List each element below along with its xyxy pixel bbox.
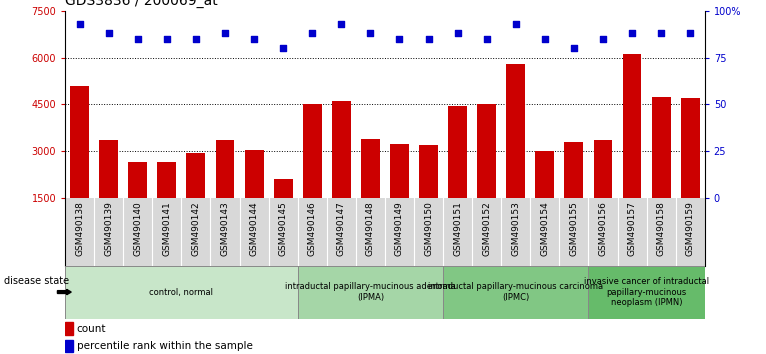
Point: [336, 21, 348, 27]
Bar: [332, 101, 351, 245]
Bar: [443, 266, 588, 319]
Text: GSM490147: GSM490147: [337, 202, 345, 256]
Text: GSM490151: GSM490151: [453, 202, 462, 257]
Point: [74, 21, 86, 27]
Text: GSM490146: GSM490146: [308, 202, 316, 256]
Bar: [158, 162, 176, 245]
Bar: [186, 153, 205, 245]
Point: [393, 36, 405, 42]
Text: GSM490158: GSM490158: [656, 202, 666, 257]
Text: GSM490156: GSM490156: [598, 202, 607, 257]
Point: [422, 36, 434, 42]
Bar: [506, 64, 525, 245]
Point: [568, 45, 580, 51]
Point: [103, 30, 115, 36]
Point: [277, 45, 290, 51]
Text: GSM490139: GSM490139: [104, 202, 113, 257]
Text: control, normal: control, normal: [149, 287, 214, 297]
Bar: [65, 340, 73, 352]
Text: GSM490149: GSM490149: [395, 202, 404, 256]
Text: GSM490138: GSM490138: [75, 202, 84, 257]
Bar: [477, 104, 496, 245]
Bar: [652, 97, 670, 245]
Point: [626, 30, 638, 36]
Text: GSM490150: GSM490150: [424, 202, 433, 257]
Text: GSM490142: GSM490142: [192, 202, 201, 256]
Bar: [594, 141, 612, 245]
Text: GSM490143: GSM490143: [221, 202, 230, 256]
Bar: [129, 162, 147, 245]
Point: [306, 30, 319, 36]
Text: percentile rank within the sample: percentile rank within the sample: [77, 341, 253, 351]
Bar: [298, 266, 443, 319]
Text: GSM490152: GSM490152: [482, 202, 491, 256]
Bar: [215, 141, 234, 245]
Bar: [588, 266, 705, 319]
Text: GSM490145: GSM490145: [279, 202, 288, 256]
Text: invasive cancer of intraductal
papillary-mucinous
neoplasm (IPMN): invasive cancer of intraductal papillary…: [584, 277, 709, 307]
Bar: [361, 139, 380, 245]
Bar: [244, 150, 264, 245]
Point: [161, 36, 173, 42]
Text: GSM490157: GSM490157: [627, 202, 637, 257]
Point: [190, 36, 202, 42]
Text: count: count: [77, 324, 106, 333]
Bar: [681, 98, 699, 245]
Text: GDS3836 / 200069_at: GDS3836 / 200069_at: [65, 0, 218, 8]
Point: [655, 30, 667, 36]
Bar: [623, 55, 641, 245]
Point: [509, 21, 522, 27]
Bar: [565, 142, 584, 245]
Point: [451, 30, 463, 36]
Text: GSM490141: GSM490141: [162, 202, 172, 256]
Bar: [70, 86, 89, 245]
Text: intraductal papillary-mucinous adenoma
(IPMA): intraductal papillary-mucinous adenoma (…: [285, 282, 456, 302]
Bar: [448, 106, 467, 245]
Point: [365, 30, 377, 36]
Text: intraductal papillary-mucinous carcinoma
(IPMC): intraductal papillary-mucinous carcinoma…: [428, 282, 604, 302]
Text: GSM490140: GSM490140: [133, 202, 142, 256]
Text: GSM490144: GSM490144: [250, 202, 259, 256]
Text: GSM490155: GSM490155: [569, 202, 578, 257]
Text: GSM490159: GSM490159: [686, 202, 695, 257]
Bar: [100, 141, 118, 245]
Bar: [419, 145, 438, 245]
Bar: [65, 322, 73, 335]
Text: GSM490153: GSM490153: [511, 202, 520, 257]
Bar: [390, 143, 409, 245]
Point: [538, 36, 551, 42]
Text: disease state: disease state: [4, 276, 69, 286]
Bar: [303, 104, 322, 245]
Point: [132, 36, 144, 42]
Text: GSM490154: GSM490154: [540, 202, 549, 256]
Point: [684, 30, 696, 36]
Point: [219, 30, 231, 36]
Point: [480, 36, 493, 42]
Bar: [535, 152, 555, 245]
Bar: [65, 266, 298, 319]
Point: [248, 36, 260, 42]
Point: [597, 36, 609, 42]
Text: GSM490148: GSM490148: [366, 202, 375, 256]
Bar: [273, 179, 293, 245]
